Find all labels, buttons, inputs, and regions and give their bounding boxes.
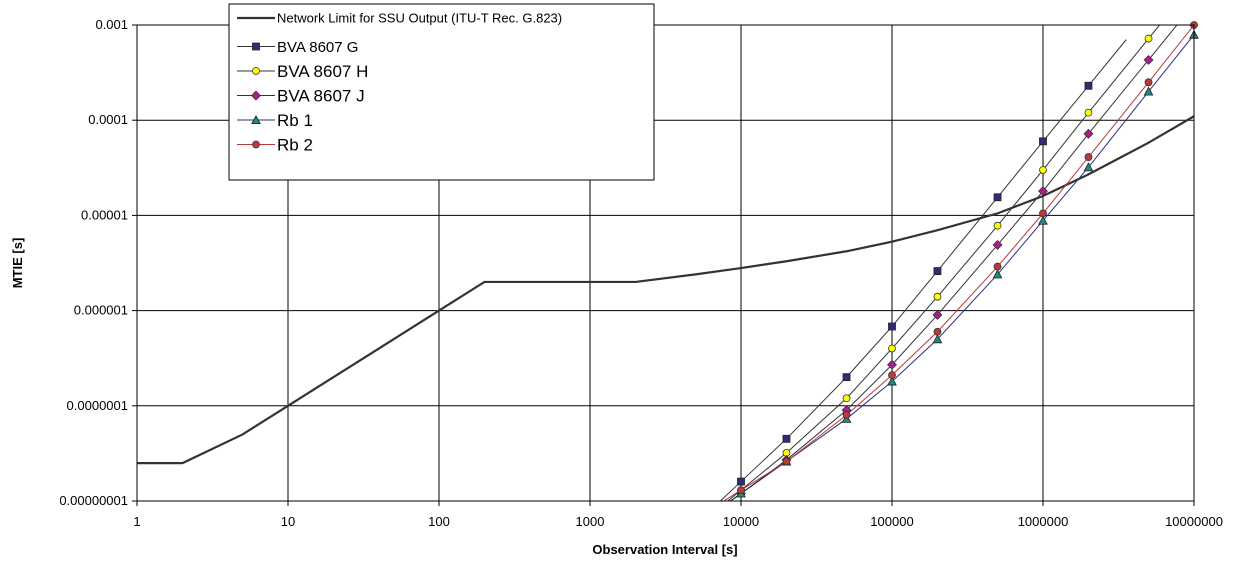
legend-box <box>228 3 655 181</box>
legend-swatch-marker <box>252 140 260 149</box>
legend-label: Rb 1 <box>277 111 313 130</box>
data-point <box>993 221 1002 230</box>
legend-label: Network Limit for SSU Output (ITU-T Rec.… <box>277 11 562 26</box>
data-point <box>782 457 791 466</box>
data-point <box>1084 81 1093 90</box>
data-point <box>737 486 745 495</box>
y-tick-label: 0.0001 <box>88 112 128 127</box>
x-tick-label: 1000 <box>576 514 605 529</box>
legend-label: BVA 8607 J <box>277 86 365 105</box>
data-point <box>842 411 851 419</box>
y-tick-label: 0.001 <box>95 17 128 32</box>
x-tick-label: 1000000 <box>1018 514 1069 529</box>
data-point <box>932 310 943 320</box>
data-point <box>1038 215 1048 225</box>
y-tick-label: 0.0000001 <box>67 398 128 413</box>
data-point <box>1143 54 1154 65</box>
x-tick-labels: 1 10 100 1000 10000 100000 1000000 10000000 <box>133 501 1223 529</box>
data-point <box>888 322 896 331</box>
data-point <box>842 373 851 382</box>
data-point <box>933 327 942 336</box>
y-tick-label: 0.00000001 <box>59 493 128 508</box>
legend-label: Rb 2 <box>277 135 313 154</box>
legend-swatch-marker <box>252 67 260 75</box>
y-axis-title: MTIE [s] <box>10 238 25 289</box>
limit-line <box>137 115 1194 465</box>
series-markers <box>736 21 1199 499</box>
data-point <box>842 394 851 403</box>
y-tick-label: 0.000001 <box>74 303 128 318</box>
legend-label: BVA 8607 G <box>277 39 358 56</box>
data-point <box>933 267 942 275</box>
series-line <box>719 39 1127 501</box>
x-tick-label: 100000 <box>870 514 913 529</box>
x-tick-label: 100 <box>428 514 450 529</box>
data-point <box>1039 209 1047 218</box>
data-point <box>1083 162 1094 172</box>
data-point <box>933 292 942 301</box>
data-point <box>888 344 896 353</box>
y-tick-labels: 0.00000001 0.0000001 0.000001 0.00001 0.0001… <box>59 17 137 508</box>
x-tick-label: 10 <box>281 514 295 529</box>
data-point <box>992 239 1003 250</box>
legend-label: BVA 8607 H <box>277 62 368 81</box>
data-point <box>888 371 896 380</box>
data-point <box>993 262 1002 271</box>
legend: Network Limit for SSU Output (ITU-T Rec.… <box>228 3 655 181</box>
data-point <box>932 334 943 344</box>
data-point <box>992 269 1003 279</box>
data-point <box>1144 78 1153 87</box>
legend-swatch-marker <box>251 114 261 124</box>
data-point <box>1038 186 1048 197</box>
legend-swatch-marker <box>252 42 260 51</box>
data-point <box>887 359 897 370</box>
x-tick-label: 1 <box>133 514 140 529</box>
data-point <box>1143 86 1154 96</box>
data-point <box>782 434 791 443</box>
x-tick-label: 10000 <box>723 514 759 529</box>
x-tick-label: 10000000 <box>1165 514 1223 529</box>
data-point <box>737 477 745 486</box>
data-point <box>1083 128 1094 139</box>
data-point <box>1039 137 1047 146</box>
data-point <box>887 376 897 386</box>
series-line <box>722 25 1194 501</box>
x-axis-title: Observation Interval [s] <box>592 542 737 557</box>
data-point <box>1039 166 1047 174</box>
data-point <box>1084 108 1093 117</box>
plot-frame <box>136 24 1195 502</box>
data-point <box>993 193 1002 202</box>
legend-swatch-marker <box>251 90 261 101</box>
data-point <box>1144 34 1153 43</box>
y-tick-label: 0.00001 <box>81 207 128 222</box>
data-point <box>1084 153 1093 161</box>
